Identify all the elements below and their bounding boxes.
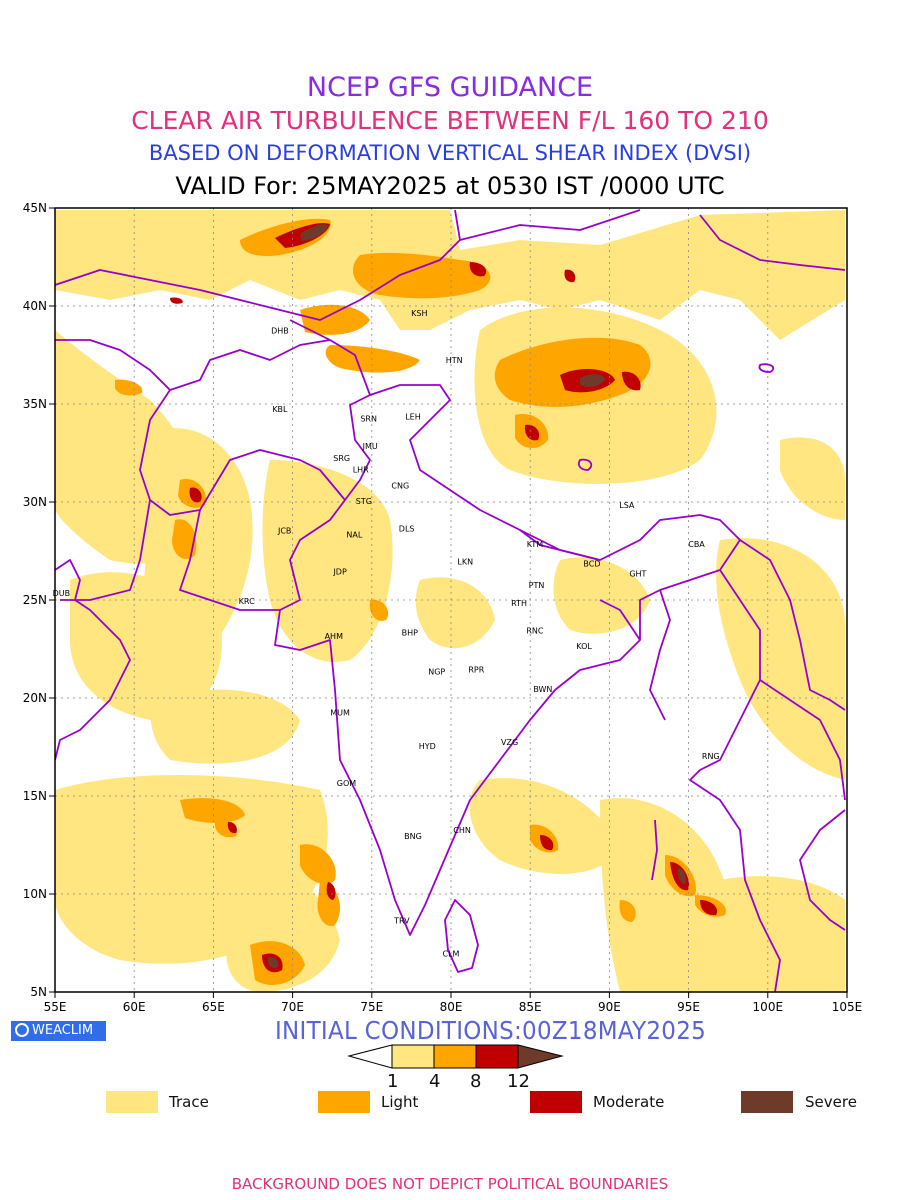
- city-label-srg: SRG: [333, 454, 350, 463]
- city-label-lkn: LKN: [457, 558, 473, 567]
- lat-label: 30N: [23, 495, 47, 509]
- city-label-rpr: RPR: [468, 666, 484, 675]
- colorbar-trace-box: [391, 1044, 435, 1069]
- city-label-cng: CNG: [391, 481, 409, 490]
- weaclim-badge: WEACLIM: [11, 1021, 106, 1041]
- legend-label-severe: Severe: [805, 1093, 857, 1111]
- city-label-dub: DUB: [53, 589, 71, 598]
- lon-label: 105E: [832, 1000, 863, 1014]
- city-label-nal: NAL: [346, 530, 362, 539]
- city-label-gom: GOM: [337, 779, 356, 788]
- lat-label: 5N: [30, 985, 47, 999]
- colorbar-light-box: [433, 1044, 477, 1069]
- city-label-clm: CLM: [443, 950, 460, 959]
- city-label-dhb: DHB: [271, 326, 289, 335]
- city-label-rth: RTH: [511, 599, 527, 608]
- city-label-kol: KOL: [576, 642, 592, 651]
- city-label-srn: SRN: [360, 415, 377, 424]
- lon-label: 80E: [440, 1000, 463, 1014]
- boundary-lines: [55, 209, 846, 992]
- legend-swatch-trace: [106, 1091, 158, 1113]
- city-label-jcb: JCB: [277, 526, 291, 535]
- city-label-ght: GHT: [629, 569, 646, 578]
- city-label-vzg: VZG: [501, 738, 518, 747]
- city-label-ktm: KTM: [527, 540, 544, 549]
- city-label-ksh: KSH: [411, 309, 427, 318]
- colorbar-moderate-box: [475, 1044, 519, 1069]
- badge-text: WEACLIM: [32, 1023, 94, 1038]
- legend-swatch-moderate: [530, 1091, 582, 1113]
- weaclim-logo-icon: [15, 1023, 29, 1037]
- city-label-lhr: LHR: [353, 466, 369, 475]
- colorbar-upper-arrow: [517, 1044, 564, 1069]
- legend-swatch-severe: [741, 1091, 793, 1113]
- lat-label: 15N: [23, 789, 47, 803]
- city-label-trv: TRV: [393, 916, 410, 925]
- lat-label: 25N: [23, 593, 47, 607]
- method-subtitle: BASED ON DEFORMATION VERTICAL SHEAR INDE…: [148, 141, 752, 165]
- city-label-htn: HTN: [446, 356, 463, 365]
- city-label-bhp: BHP: [402, 628, 419, 637]
- colorbar-tick: 4: [429, 1071, 441, 1092]
- product-title: CLEAR AIR TURBULENCE BETWEEN F/L 160 TO …: [131, 106, 769, 135]
- trace-areas: [55, 210, 845, 992]
- city-label-hyd: HYD: [419, 742, 436, 751]
- axis-ticks: 55E 60E 65E 70E 75E 80E 85E 90E 95E 100E 105E 45N 40…: [23, 201, 863, 1014]
- valid-time: VALID For: 25MAY2025 at 0530 IST /0000 U…: [175, 172, 725, 200]
- colorbar-tick: 1: [387, 1071, 399, 1092]
- city-label-chn: CHN: [453, 826, 471, 835]
- city-label-lsa: LSA: [619, 501, 635, 510]
- disclaimer-footer: BACKGROUND DOES NOT DEPICT POLITICAL BOU…: [231, 1175, 669, 1193]
- colorbar-tick: 12: [507, 1071, 530, 1092]
- city-label-jdp: JDP: [332, 568, 347, 577]
- lat-label: 40N: [23, 299, 47, 313]
- lon-label: 90E: [598, 1000, 621, 1014]
- city-label-ahm: AHM: [325, 632, 343, 641]
- city-label-leh: LEH: [405, 413, 421, 422]
- turbulence-field: [55, 210, 845, 992]
- city-label-krc: KRC: [239, 597, 255, 606]
- lon-label: 85E: [519, 1000, 542, 1014]
- city-label-ptn: PTN: [529, 581, 545, 590]
- city-label-jmu: JMU: [362, 442, 378, 451]
- city-label-kbl: KBL: [272, 405, 288, 414]
- lat-label: 45N: [23, 201, 47, 215]
- city-label-bng: BNG: [404, 832, 422, 841]
- city-label-bwn: BWN: [533, 685, 552, 694]
- lon-label: 60E: [123, 1000, 146, 1014]
- colorbar-tick: 8: [470, 1071, 482, 1092]
- lon-label: 100E: [753, 1000, 784, 1014]
- lon-label: 70E: [281, 1000, 304, 1014]
- lat-label: 20N: [23, 691, 47, 705]
- legend-label-light: Light: [381, 1093, 419, 1111]
- city-label-dls: DLS: [399, 524, 415, 533]
- lon-label: 65E: [202, 1000, 225, 1014]
- lon-label: 55E: [44, 1000, 67, 1014]
- colorbar: [347, 1044, 564, 1069]
- city-label-cba: CBA: [688, 540, 705, 549]
- lat-label: 10N: [23, 887, 47, 901]
- colorbar-lower-arrow: [347, 1044, 393, 1069]
- city-label-mum: MUM: [330, 709, 350, 718]
- initial-conditions: INITIAL CONDITIONS:00Z18MAY2025: [275, 1016, 707, 1045]
- lat-label: 35N: [23, 397, 47, 411]
- severe-areas: [267, 224, 687, 968]
- lon-label: 95E: [677, 1000, 700, 1014]
- city-label-ngp: NGP: [428, 667, 445, 676]
- lon-label: 75E: [360, 1000, 383, 1014]
- city-label-rng: RNG: [702, 752, 720, 761]
- city-label-stg: STG: [356, 497, 372, 506]
- city-label-bcd: BCD: [583, 560, 600, 569]
- legend-label-moderate: Moderate: [593, 1093, 665, 1111]
- legend-swatch-light: [318, 1091, 370, 1113]
- main-title: NCEP GFS GUIDANCE: [306, 72, 594, 103]
- legend-label-trace: Trace: [169, 1093, 209, 1111]
- city-label-rnc: RNC: [526, 626, 544, 635]
